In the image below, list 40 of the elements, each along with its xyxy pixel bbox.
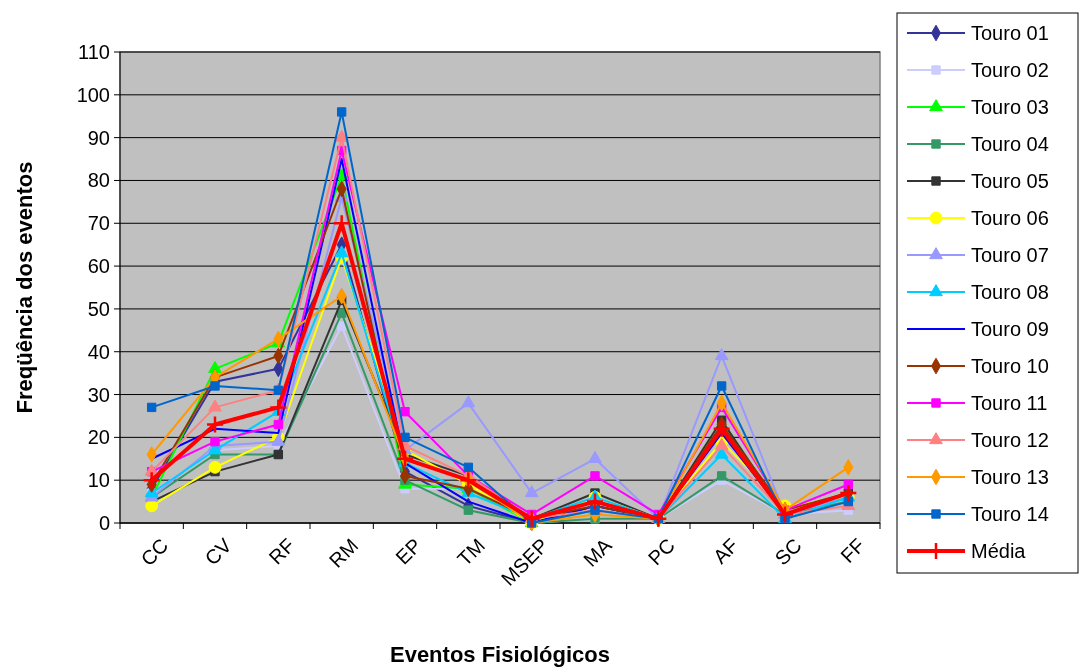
legend-label: Média — [971, 540, 1027, 562]
legend-label: Touro 02 — [971, 59, 1049, 81]
x-tick-label: FF — [836, 534, 870, 568]
x-tick-label: RM — [324, 534, 363, 572]
x-tick-label: RF — [264, 534, 300, 569]
legend-label: Touro 09 — [971, 318, 1049, 340]
y-tick-label: 20 — [87, 426, 110, 449]
legend-label: Touro 05 — [971, 170, 1049, 192]
legend-label: Touro 07 — [971, 244, 1049, 266]
x-tick-label: PC — [643, 534, 680, 570]
y-tick-label: 90 — [87, 126, 110, 149]
y-tick-label: 110 — [78, 41, 110, 63]
legend-label: Touro 10 — [971, 355, 1049, 377]
x-tick-label: CV — [200, 533, 237, 570]
x-tick-label: CC — [136, 534, 173, 571]
legend-label: Touro 06 — [971, 207, 1049, 229]
y-tick-label: 10 — [87, 469, 110, 492]
y-axis-title: Freqüência dos eventos — [12, 161, 37, 414]
y-tick-label: 100 — [76, 83, 110, 106]
y-tick-label: 30 — [87, 383, 110, 406]
y-tick-label: 50 — [87, 297, 110, 320]
legend-label: Touro 03 — [971, 96, 1049, 118]
y-tick-label: 70 — [87, 212, 110, 235]
y-tick-label: 60 — [87, 255, 110, 278]
legend-label: Touro 14 — [971, 503, 1049, 525]
legend-label: Touro 11 — [971, 392, 1048, 414]
legend-label: Touro 13 — [971, 466, 1049, 488]
legend-label: Touro 12 — [971, 429, 1049, 451]
legend-label: Touro 08 — [971, 281, 1049, 303]
x-tick-label: TM — [453, 534, 490, 571]
x-tick-label: EP — [391, 534, 426, 569]
y-tick-label: 0 — [98, 512, 110, 534]
legend-label: Touro 01 — [971, 22, 1049, 44]
x-tick-label: MA — [578, 533, 617, 571]
x-tick-label: SC — [770, 534, 806, 570]
y-tick-label: 40 — [87, 340, 110, 363]
x-tick-label: AF — [708, 534, 743, 568]
x-axis-title: Eventos Fisiológicos — [389, 642, 611, 667]
y-tick-label: 80 — [87, 169, 110, 192]
legend-label: Touro 04 — [971, 133, 1049, 155]
